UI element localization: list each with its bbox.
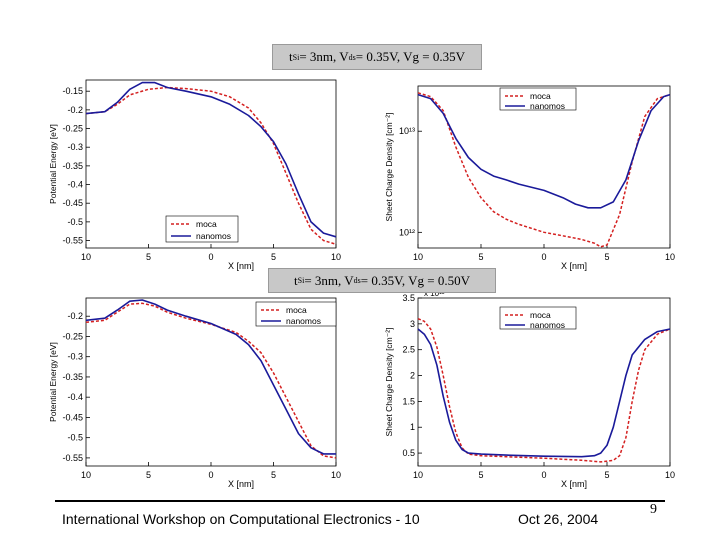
chart-energy-top: 10 5 0 5 10 -0.15 -0.2 -0.25 -0.3 -0.35 -0.4 -0.45 -… [48,79,341,271]
y-tick-label: -0.45 [62,198,83,208]
y-tick-label: -0.5 [67,217,83,227]
banner-vds-val: = 0.35V, Vg = 0.35V [355,49,465,64]
y-tick-label: 3 [410,319,415,329]
banner-vds-val: = 0.35V, Vg = 0.50V [360,272,470,288]
y-tick-label: 1.5 [402,396,415,406]
y-tick-label: 2.5 [402,345,415,355]
y-tick-label: -0.2 [67,105,83,115]
series-line-moca [417,318,671,463]
y-tick-label: -0.15 [62,86,83,96]
y-axis-label: Potential Energy [eV] [48,124,58,204]
banner-t: t [294,272,298,288]
y-tick-label: -0.2 [67,311,83,321]
x-tick-label: 10 [81,470,91,480]
series-line-nanomos [85,81,337,238]
y-tick-label: 10¹³ [399,126,415,136]
y-tick-label: -0.4 [67,392,83,402]
x-axis-label: X [nm] [561,479,587,489]
y-tick-label: -0.55 [62,236,83,246]
x-tick-label: 5 [478,252,483,262]
legend-box [499,87,577,111]
legend-label-nanomos: nanomos [530,320,565,330]
footer-divider [55,500,665,502]
x-tick-label: 0 [541,470,546,480]
series-line-moca [85,86,337,246]
x-tick-label: 10 [413,252,423,262]
x-tick-label: 10 [665,470,675,480]
y-tick-label: 0.5 [402,448,415,458]
y-axis-label: Potential Energy [eV] [48,342,58,422]
x-tick-label: 5 [604,470,609,480]
legend-box [165,215,239,243]
banner-vds-sub: ds [348,52,356,62]
y-axis-label: Sheet Charge Density [cm⁻²] [384,328,394,437]
y-tick-label: -0.5 [67,433,83,443]
x-axis-label: X [nm] [228,261,254,271]
x-tick-label: 5 [146,252,151,262]
y-tick-label: 1 [410,422,415,432]
y-tick-label: -0.25 [62,124,83,134]
axis-multiplier: x 10¹³ [424,289,445,298]
page-number: 9 [650,502,657,517]
chart-density-top: 10 5 0 5 10 10¹² 10¹³ X [nm] Sheet Charge Densit… [384,85,675,271]
x-axis-label: X [nm] [228,479,254,489]
legend-label-moca: moca [196,219,217,229]
banner-t-val: = 3nm, V [299,49,349,64]
x-tick-label: 0 [541,252,546,262]
footer-workshop: International Workshop on Computational … [62,511,420,527]
legend-box [255,301,337,327]
x-tick-label: 10 [81,252,91,262]
x-tick-label: 5 [271,470,276,480]
series-line-nanomos [417,93,671,209]
x-tick-label: 10 [331,470,341,480]
y-tick-label: -0.3 [67,142,83,152]
series-line-nanomos [417,328,671,458]
chart-energy-bottom: 10 5 0 5 10 -0.2 -0.25 -0.3 -0.35 -0.4 -0.45 -0.5 -0… [48,297,341,489]
legend-label-nanomos: nanomos [286,316,321,326]
y-axis-label: Sheet Charge Density [cm⁻²] [384,113,394,222]
banner-t: t [289,49,293,64]
y-tick-label: -0.3 [67,352,83,362]
y-tick-label: -0.55 [62,453,83,463]
x-tick-label: 10 [413,470,423,480]
banner-t-val: = 3nm, V [304,272,354,288]
y-tick-label: 2 [410,371,415,381]
x-tick-label: 0 [208,470,213,480]
y-tick-label: -0.35 [62,372,83,382]
y-tick-label: -0.45 [62,412,83,422]
x-tick-label: 10 [331,252,341,262]
banner-t-sub: Si [292,52,300,62]
x-tick-label: 5 [146,470,151,480]
banner-t-sub: Si [297,276,305,285]
chart-density-bottom: 10 5 0 5 10 0.5 1 1.5 2 2.5 3 3.5 X [nm] Sheet Charge… [384,289,675,489]
series-line-moca [417,92,671,248]
y-tick-label: -0.25 [62,331,83,341]
x-tick-label: 5 [478,470,483,480]
x-tick-label: 10 [665,252,675,262]
x-tick-label: 0 [208,252,213,262]
banner-vds-sub: ds [353,276,361,285]
y-tick-label: 10¹² [399,227,415,237]
y-tick-label: 3.5 [402,293,415,303]
x-tick-label: 5 [271,252,276,262]
legend-label-moca: moca [286,305,307,315]
legend-box [499,306,577,330]
y-tick-label: -0.35 [62,161,83,171]
legend-label-nanomos: nanomos [196,231,231,241]
y-tick-label: -0.4 [67,180,83,190]
x-axis-label: X [nm] [561,261,587,271]
legend-label-moca: moca [530,91,551,101]
series-line-nanomos [85,299,336,455]
legend-label-nanomos: nanomos [530,101,565,111]
footer-date: Oct 26, 2004 [518,511,599,527]
legend-label-moca: moca [530,310,551,320]
x-tick-label: 5 [604,252,609,262]
